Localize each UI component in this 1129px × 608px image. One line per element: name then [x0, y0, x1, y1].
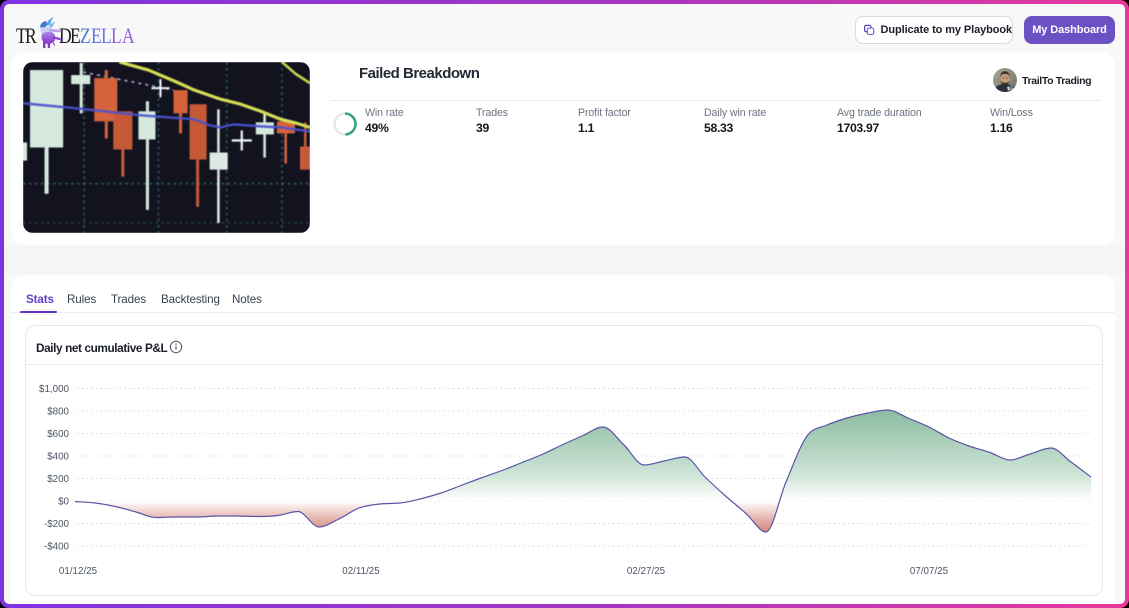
svg-text:02/27/25: 02/27/25 [627, 566, 666, 577]
svg-text:$800: $800 [47, 407, 69, 418]
svg-text:07/07/25: 07/07/25 [910, 566, 949, 577]
svg-text:$1,000: $1,000 [39, 384, 70, 395]
svg-text:$0: $0 [58, 497, 69, 508]
svg-text:01/12/25: 01/12/25 [59, 566, 98, 577]
svg-text:$400: $400 [47, 452, 69, 463]
svg-text:-$200: -$200 [44, 519, 70, 530]
svg-text:-$400: -$400 [44, 542, 70, 553]
svg-text:02/11/25: 02/11/25 [342, 566, 380, 577]
svg-text:$200: $200 [47, 474, 69, 485]
svg-text:$600: $600 [47, 429, 69, 440]
